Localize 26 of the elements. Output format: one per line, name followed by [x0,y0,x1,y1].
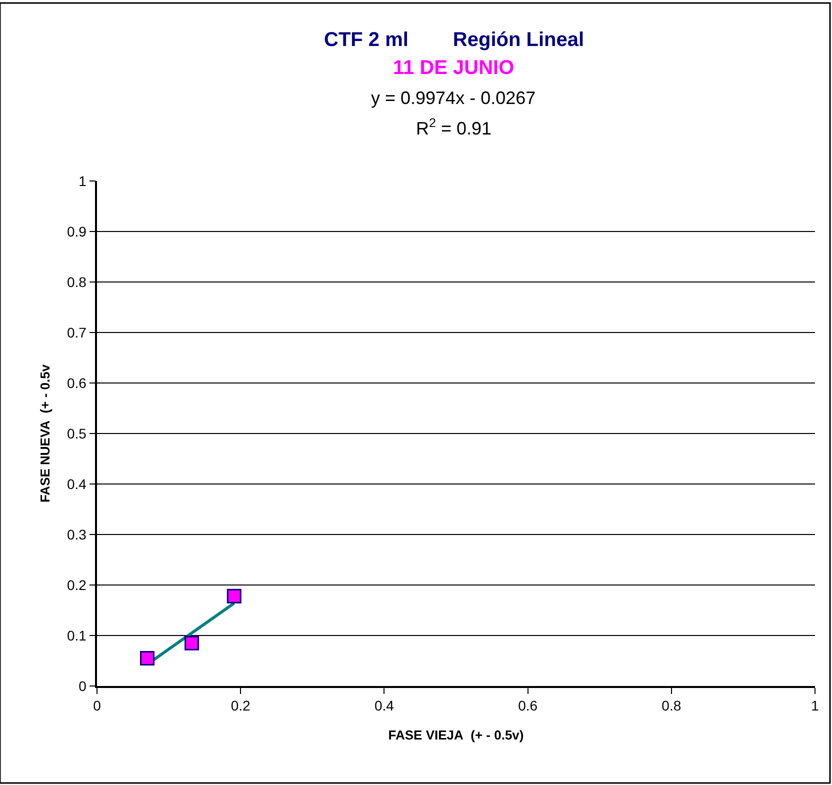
y-tick-label: 0.8 [66,274,87,290]
x-axis-title: FASE VIEJA (+ - 0.5v) [388,728,524,743]
y-tick-label: 0.6 [66,374,87,391]
text: y = 0.9974x - 0.0267 [371,88,536,108]
y-tick-label: 0.2 [66,576,87,593]
y-tick-label: 0.5 [66,425,87,442]
y-tick-label: 0.1 [66,627,87,644]
y-axis-title: FASE NUEVA (+ - 0.5v [37,364,52,503]
chart-subtitle: 11 DE JUNIO [393,57,514,79]
y-tick-label: 1 [78,172,87,189]
x-tick-label: 1 [811,698,820,714]
y-tick-label: 0.4 [66,476,87,492]
text: R$^{2}$ = 0.91 [416,116,492,139]
y-tick-label: 0.9 [66,223,87,240]
point [140,650,155,666]
point [184,636,200,650]
y-tick-label: 0 [78,678,87,694]
x-tick-label: 0.4 [374,698,394,714]
x-tick-label: 0 [93,698,102,714]
y-tick-label: 0.7 [66,324,87,340]
x-tick-label: 0.8 [662,698,682,714]
chart-title: CTF 2 ml Región Lineal [324,29,584,51]
y-tick-label: 0.3 [66,526,87,542]
x-tick-label: 0.6 [518,698,538,714]
point [226,588,242,604]
x-tick-label: 0.2 [230,698,251,714]
